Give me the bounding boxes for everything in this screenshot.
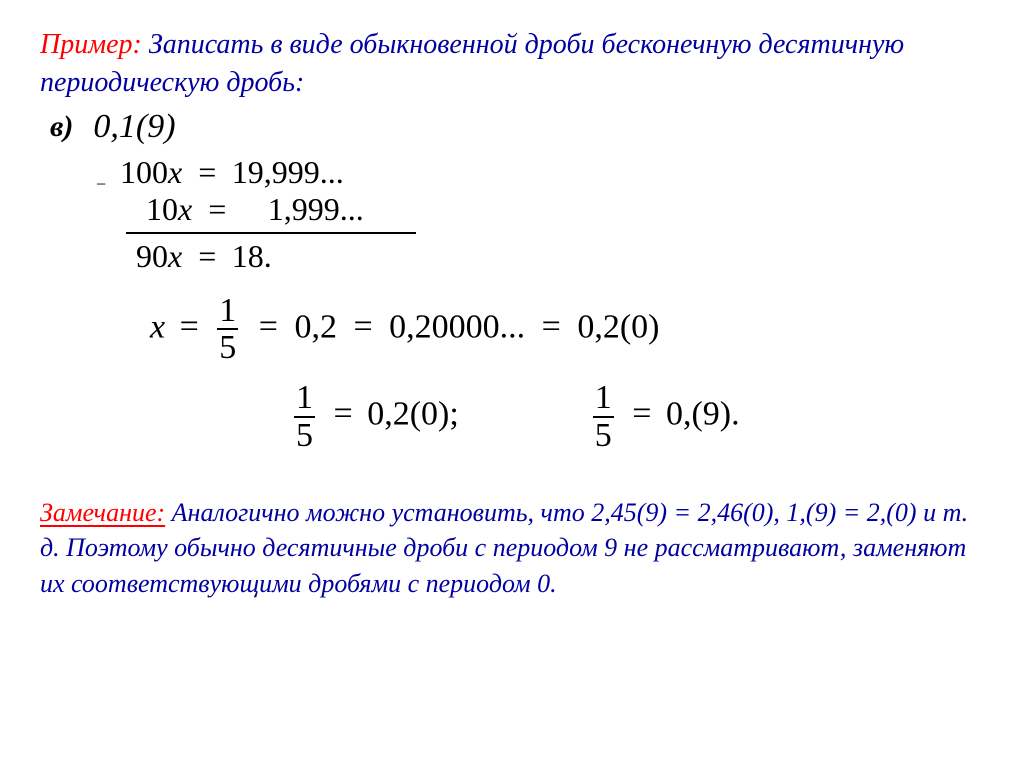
pair-left-den: 5 (294, 416, 315, 454)
rhs-3: 18. (232, 238, 272, 274)
var-x-3: x (168, 238, 182, 274)
frac-num: 1 (217, 293, 238, 329)
eq-2: = (206, 191, 228, 227)
pair-left-num: 1 (294, 380, 315, 416)
pair-right-val: 0,(9). (666, 395, 740, 432)
step-3: 0,2(0) (577, 308, 659, 345)
pair-right-den: 5 (593, 416, 614, 454)
coef-10: 10 (146, 191, 178, 227)
title-text: Записать в виде обыкновенной дроби беско… (40, 29, 904, 98)
rhs-2: 1,999... (268, 191, 364, 227)
frac-1-5: 1 5 (217, 293, 238, 366)
minus-sign: − (96, 174, 106, 195)
pair-row: 1 5 = 0,2(0); 1 5 = 0,(9). (290, 380, 984, 453)
result-chain: x = 1 5 = 0,2 = 0,20000... = 0,2(0) (150, 293, 984, 366)
step-1: 0,2 (294, 308, 337, 345)
pair-right: 1 5 = 0,(9). (589, 380, 740, 453)
eq-1: = (196, 154, 218, 190)
remark: Замечание: Аналогично можно установить, … (40, 495, 984, 600)
pair-right-frac: 1 5 (593, 380, 614, 453)
coef-90: 90 (136, 238, 168, 274)
rhs-1: 19,999... (232, 154, 344, 190)
pair-left-val: 0,2(0); (367, 395, 459, 432)
coef-100: 100 (120, 154, 168, 190)
x-var: x (150, 308, 165, 345)
var-x-2: x (178, 191, 192, 227)
eq-3: = (196, 238, 218, 274)
subtraction-rule (126, 232, 416, 234)
var-x-1: x (168, 154, 182, 190)
remark-text: Аналогично можно установить, что 2,45(9)… (40, 498, 968, 597)
pair-right-num: 1 (593, 380, 614, 416)
title: Пример: Записать в виде обыкновенной дро… (40, 26, 984, 102)
step-2: 0,20000... (389, 308, 525, 345)
pair-left-frac: 1 5 (294, 380, 315, 453)
example-value: 0,1(9) (93, 108, 175, 146)
example-letter: в) (50, 110, 73, 144)
frac-den: 5 (217, 328, 238, 366)
title-label: Пример: (40, 29, 142, 60)
remark-label: Замечание: (40, 498, 165, 527)
pair-left: 1 5 = 0,2(0); (290, 380, 459, 453)
subtraction-block: − 100x = 19,999... 10x = 1,999... 90x = … (120, 154, 984, 275)
